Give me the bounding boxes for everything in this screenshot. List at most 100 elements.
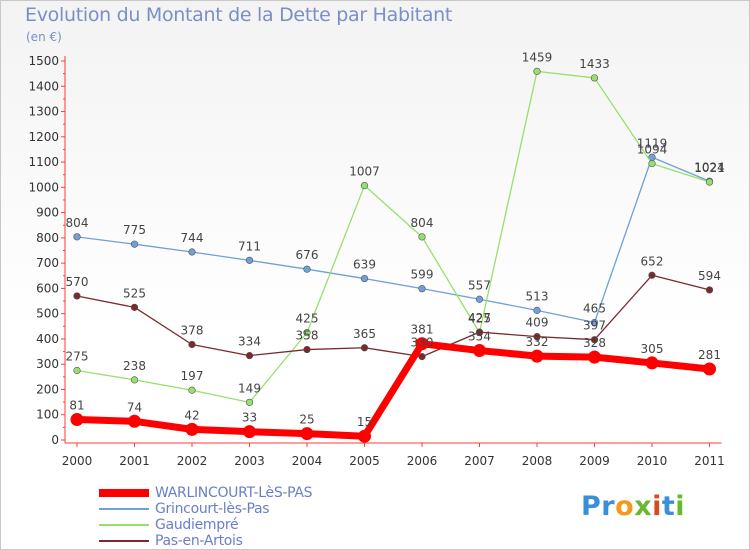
data-label: 652 xyxy=(641,254,664,268)
data-label: 676 xyxy=(296,248,319,262)
data-point xyxy=(360,181,369,190)
data-point xyxy=(245,352,254,360)
y-tick-label: 1500 xyxy=(28,54,59,68)
y-tick-label: 0 xyxy=(51,433,59,447)
data-point xyxy=(530,349,544,363)
data-point xyxy=(70,413,84,427)
series-line xyxy=(76,156,711,324)
data-point xyxy=(360,274,369,283)
y-tick-label: 1400 xyxy=(28,79,59,93)
data-point xyxy=(418,353,426,361)
data-label: 197 xyxy=(181,369,204,383)
data-label: 33 xyxy=(242,411,257,425)
data-label: 381 xyxy=(411,323,434,337)
data-point xyxy=(243,425,256,439)
x-tick-label: 2003 xyxy=(234,454,265,468)
series-0 xyxy=(70,337,716,443)
data-point xyxy=(475,295,484,303)
data-point xyxy=(648,271,656,279)
data-point xyxy=(590,318,599,327)
data-point xyxy=(188,340,196,349)
data-label: 149 xyxy=(238,381,261,395)
data-label: 358 xyxy=(296,329,319,343)
data-label: 425 xyxy=(468,312,491,326)
data-point xyxy=(73,292,81,300)
data-point xyxy=(418,285,426,293)
data-label: 775 xyxy=(123,223,146,237)
legend-swatch xyxy=(99,540,149,542)
data-point xyxy=(533,306,541,314)
data-point xyxy=(128,414,141,428)
data-point xyxy=(185,422,199,436)
logo-letter: r xyxy=(601,491,616,522)
data-point xyxy=(645,356,659,370)
data-point xyxy=(588,350,601,364)
legend-label: WARLINCOURT-LèS-PAS xyxy=(155,485,313,501)
data-point xyxy=(245,256,254,264)
data-label: 744 xyxy=(181,231,204,245)
y-tick-label: 600 xyxy=(36,281,59,295)
x-tick-label: 2005 xyxy=(349,454,380,468)
data-label: 804 xyxy=(66,216,89,230)
logo-letter: t xyxy=(661,491,676,522)
x-tick-label: 2007 xyxy=(464,454,495,468)
data-label: 281 xyxy=(698,348,721,362)
logo-letter: i xyxy=(652,491,662,522)
y-tick-label: 800 xyxy=(36,231,59,245)
data-label: 804 xyxy=(411,216,434,230)
data-label: 1459 xyxy=(522,50,553,64)
data-point xyxy=(303,345,311,354)
y-tick-label: 100 xyxy=(36,408,59,422)
data-label: 328 xyxy=(583,336,606,350)
data-point xyxy=(475,328,484,336)
x-tick-label: 2011 xyxy=(694,454,725,468)
data-label: 334 xyxy=(238,335,261,349)
x-tick-label: 2001 xyxy=(119,454,150,468)
data-label: 1007 xyxy=(349,165,380,179)
data-label: 465 xyxy=(583,302,606,316)
logo-letter: i xyxy=(675,491,686,522)
data-label: 354 xyxy=(468,330,491,344)
data-label: 1433 xyxy=(579,57,610,71)
data-label: 275 xyxy=(66,350,89,364)
data-label: 238 xyxy=(123,359,146,373)
data-point xyxy=(73,366,81,375)
data-label: 42 xyxy=(184,408,199,422)
x-tick-label: 2010 xyxy=(637,454,668,468)
data-point xyxy=(130,303,139,311)
data-label: 513 xyxy=(526,289,549,303)
data-point xyxy=(303,265,311,273)
y-tick-label: 700 xyxy=(36,256,59,270)
y-tick-label: 1000 xyxy=(28,180,59,194)
data-label: 639 xyxy=(353,258,376,272)
data-label: 365 xyxy=(353,327,376,341)
data-point xyxy=(648,159,656,168)
data-label: 557 xyxy=(468,278,491,292)
data-point xyxy=(245,398,254,406)
y-tick-label: 1100 xyxy=(28,155,59,169)
data-label: 525 xyxy=(123,286,146,300)
legend-label: Grincourt-lès-Pas xyxy=(155,501,270,517)
data-label: 599 xyxy=(411,268,434,282)
data-point xyxy=(360,344,369,352)
data-label: 1021 xyxy=(694,161,725,175)
data-label: 332 xyxy=(526,335,549,349)
data-label: 594 xyxy=(698,269,721,283)
data-point xyxy=(188,248,196,256)
data-point xyxy=(73,233,81,241)
data-label: 711 xyxy=(238,239,261,253)
series-line xyxy=(76,70,711,404)
data-label: 305 xyxy=(641,342,664,356)
x-tick-label: 2004 xyxy=(292,454,323,468)
data-point xyxy=(703,362,716,376)
data-point xyxy=(533,333,541,341)
logo-letter: x xyxy=(634,491,653,522)
series-1 xyxy=(73,153,714,327)
y-tick-label: 1200 xyxy=(28,130,59,144)
data-point xyxy=(418,233,426,241)
series-line xyxy=(76,274,711,358)
legend-swatch xyxy=(99,489,149,497)
data-point xyxy=(533,67,541,75)
